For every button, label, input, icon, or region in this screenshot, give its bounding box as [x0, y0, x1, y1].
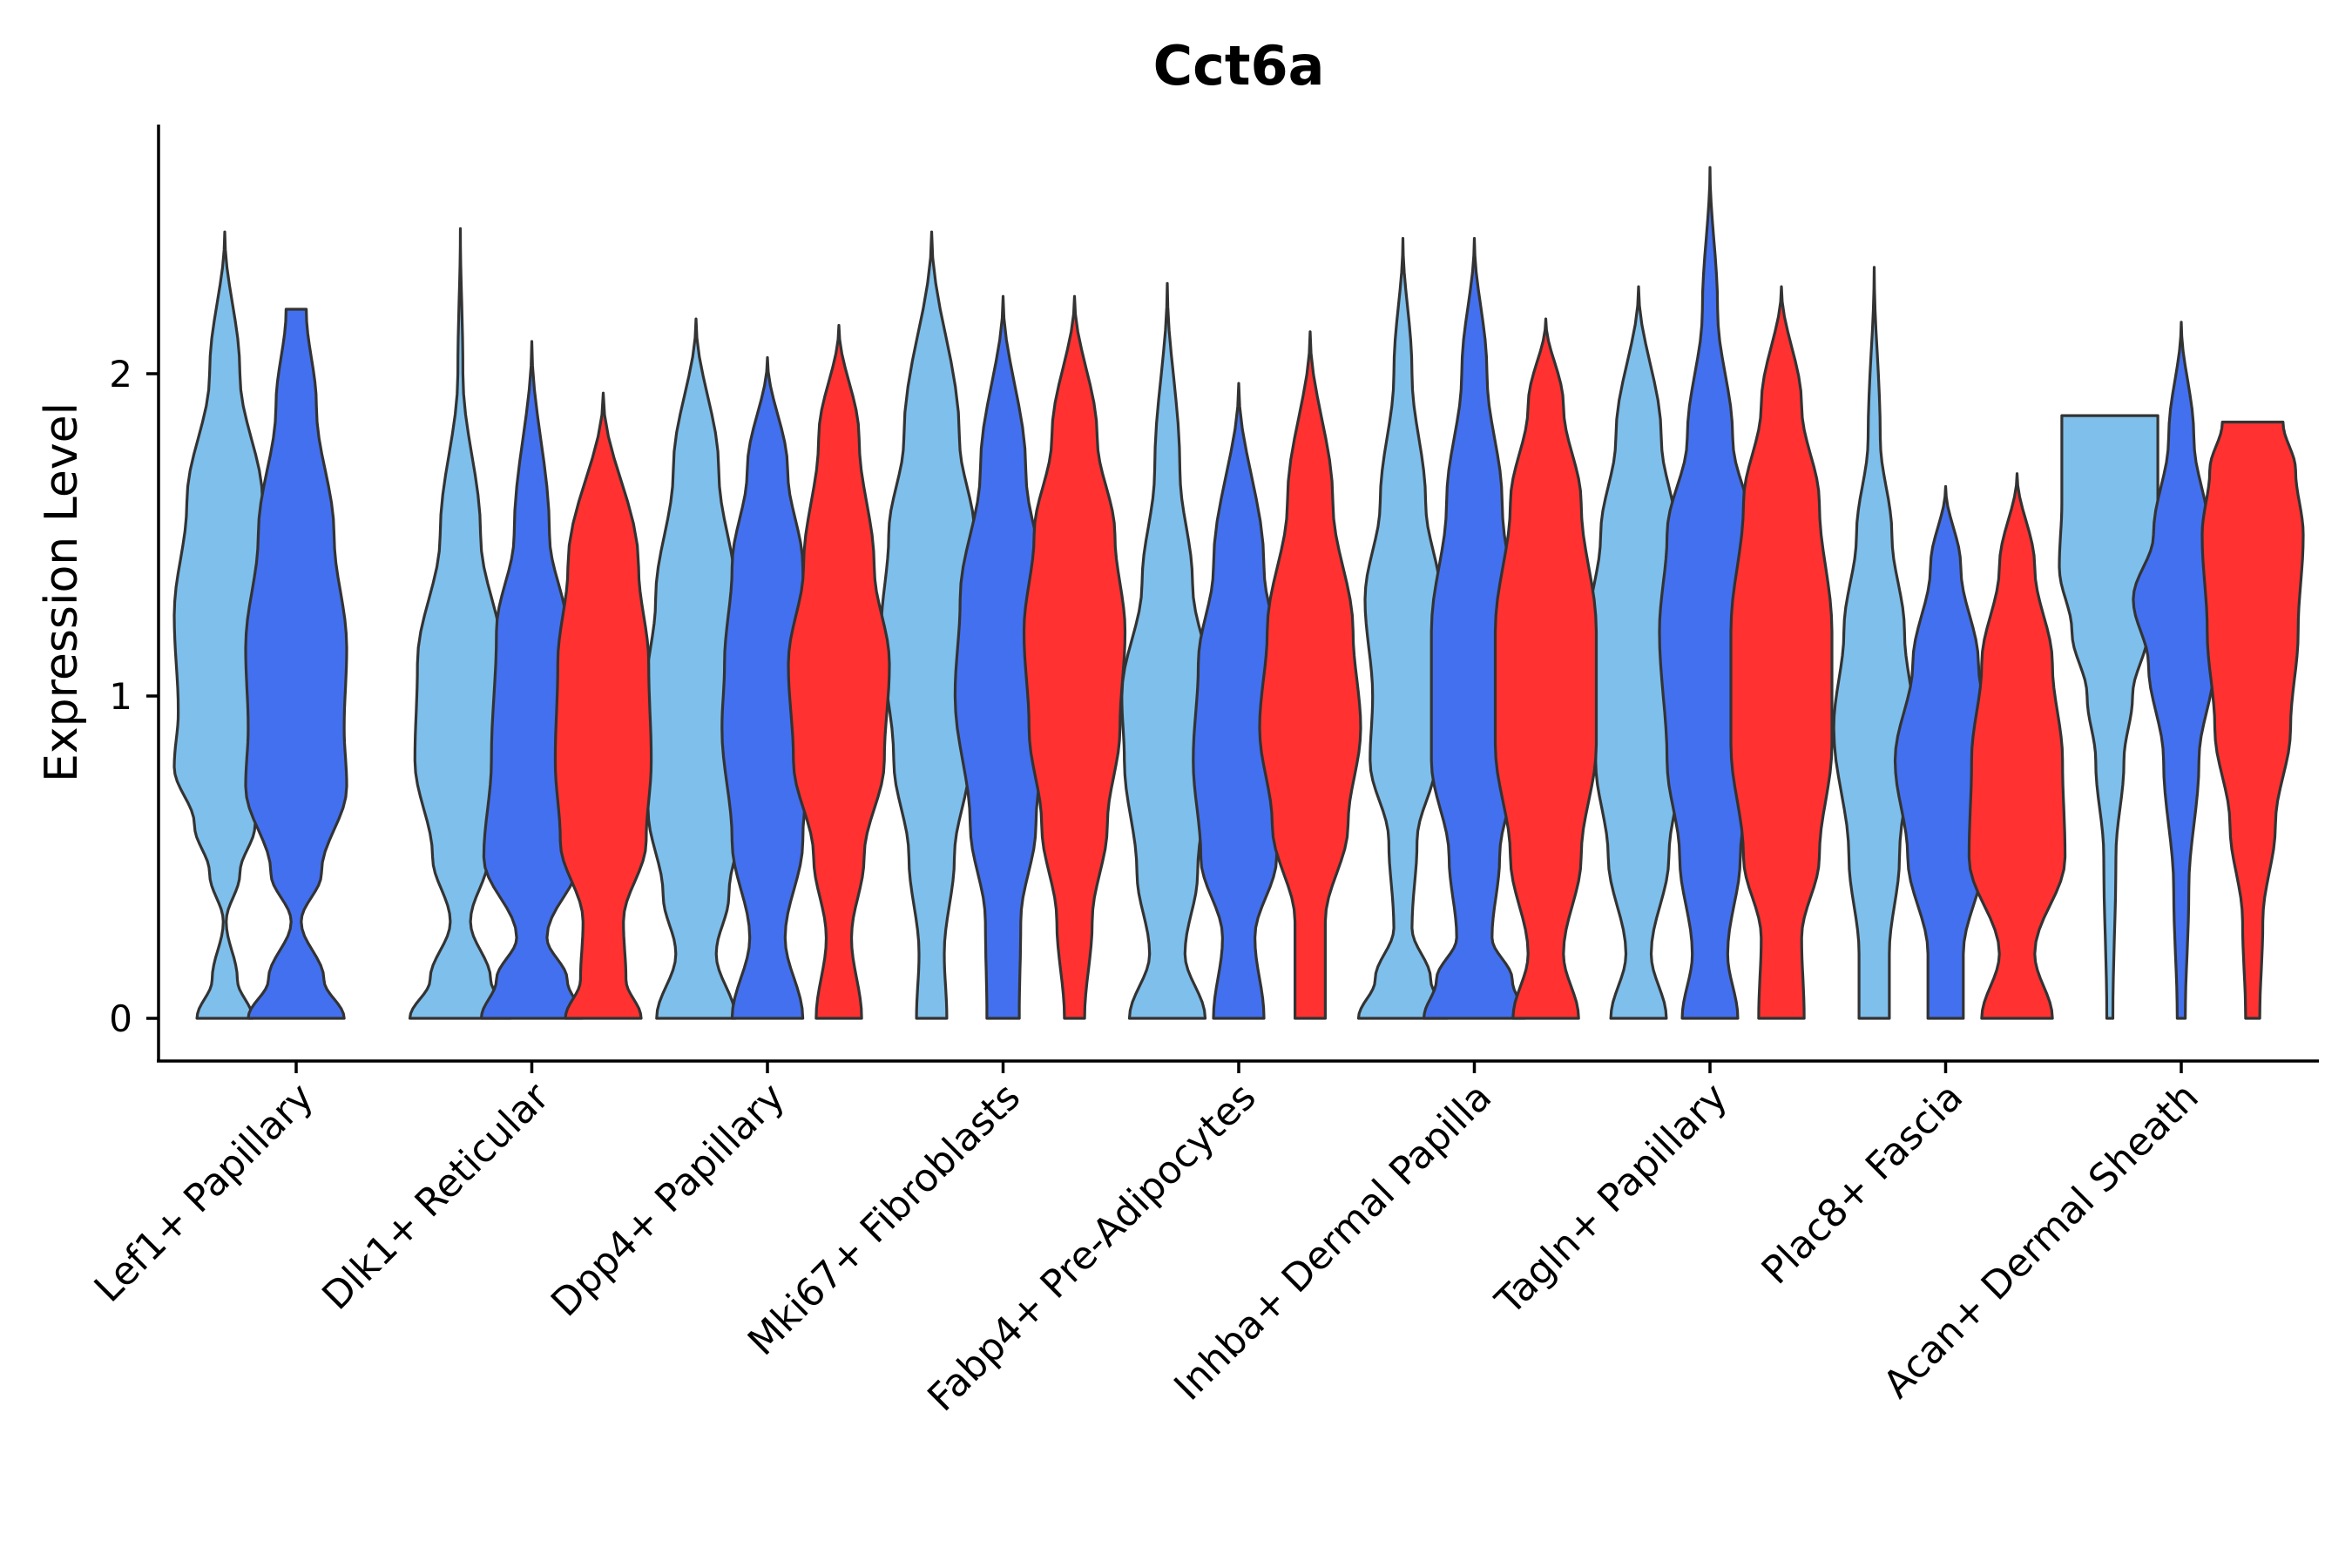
violin-3-8 [1967, 472, 2067, 1020]
violin-2-4 [953, 294, 1053, 1020]
violin-layer [172, 166, 2305, 1020]
violin-1-6 [1356, 237, 1450, 1020]
y-tick-label: 2 [109, 353, 132, 395]
violin-1-8 [1832, 266, 1916, 1020]
y-tick-label: 0 [109, 997, 132, 1040]
chart-title: Cct6a [1153, 34, 1325, 98]
x-tick-label: Lef1+ Papillary [86, 1075, 322, 1311]
y-axis-label: Expression Level [36, 402, 88, 782]
y-tick-label: 1 [109, 675, 132, 718]
violin-1-1 [172, 230, 277, 1020]
violin-3-7 [1729, 285, 1834, 1020]
violin-3-6 [1493, 317, 1598, 1020]
violin-2-1 [244, 308, 348, 1020]
violin-2-6 [1422, 237, 1527, 1020]
violin-3-9 [2200, 420, 2305, 1020]
violin-1-4 [879, 230, 984, 1020]
violin-2-9 [2132, 321, 2231, 1020]
violin-3-5 [1258, 330, 1362, 1020]
x-tick-label: Plac8+ Fascia [1754, 1075, 1972, 1294]
x-tick-label: Mki67+ Fibroblasts [740, 1075, 1029, 1364]
violin-2-2 [479, 340, 585, 1020]
violin-3-3 [787, 323, 891, 1020]
violin-3-4 [1022, 294, 1127, 1020]
violin-1-7 [1586, 285, 1691, 1020]
y-axis-ticks: 0 1 2 [109, 353, 159, 1040]
violin-1-9 [2058, 414, 2162, 1020]
violin-1-3 [644, 317, 748, 1020]
x-tick-label: Tagln+ Papillary [1487, 1075, 1736, 1324]
x-tick-label: Dlk1+ Reticular [314, 1074, 558, 1319]
violin-3-2 [553, 391, 653, 1020]
x-tick-label: Dpp4+ Papillary [543, 1075, 794, 1326]
